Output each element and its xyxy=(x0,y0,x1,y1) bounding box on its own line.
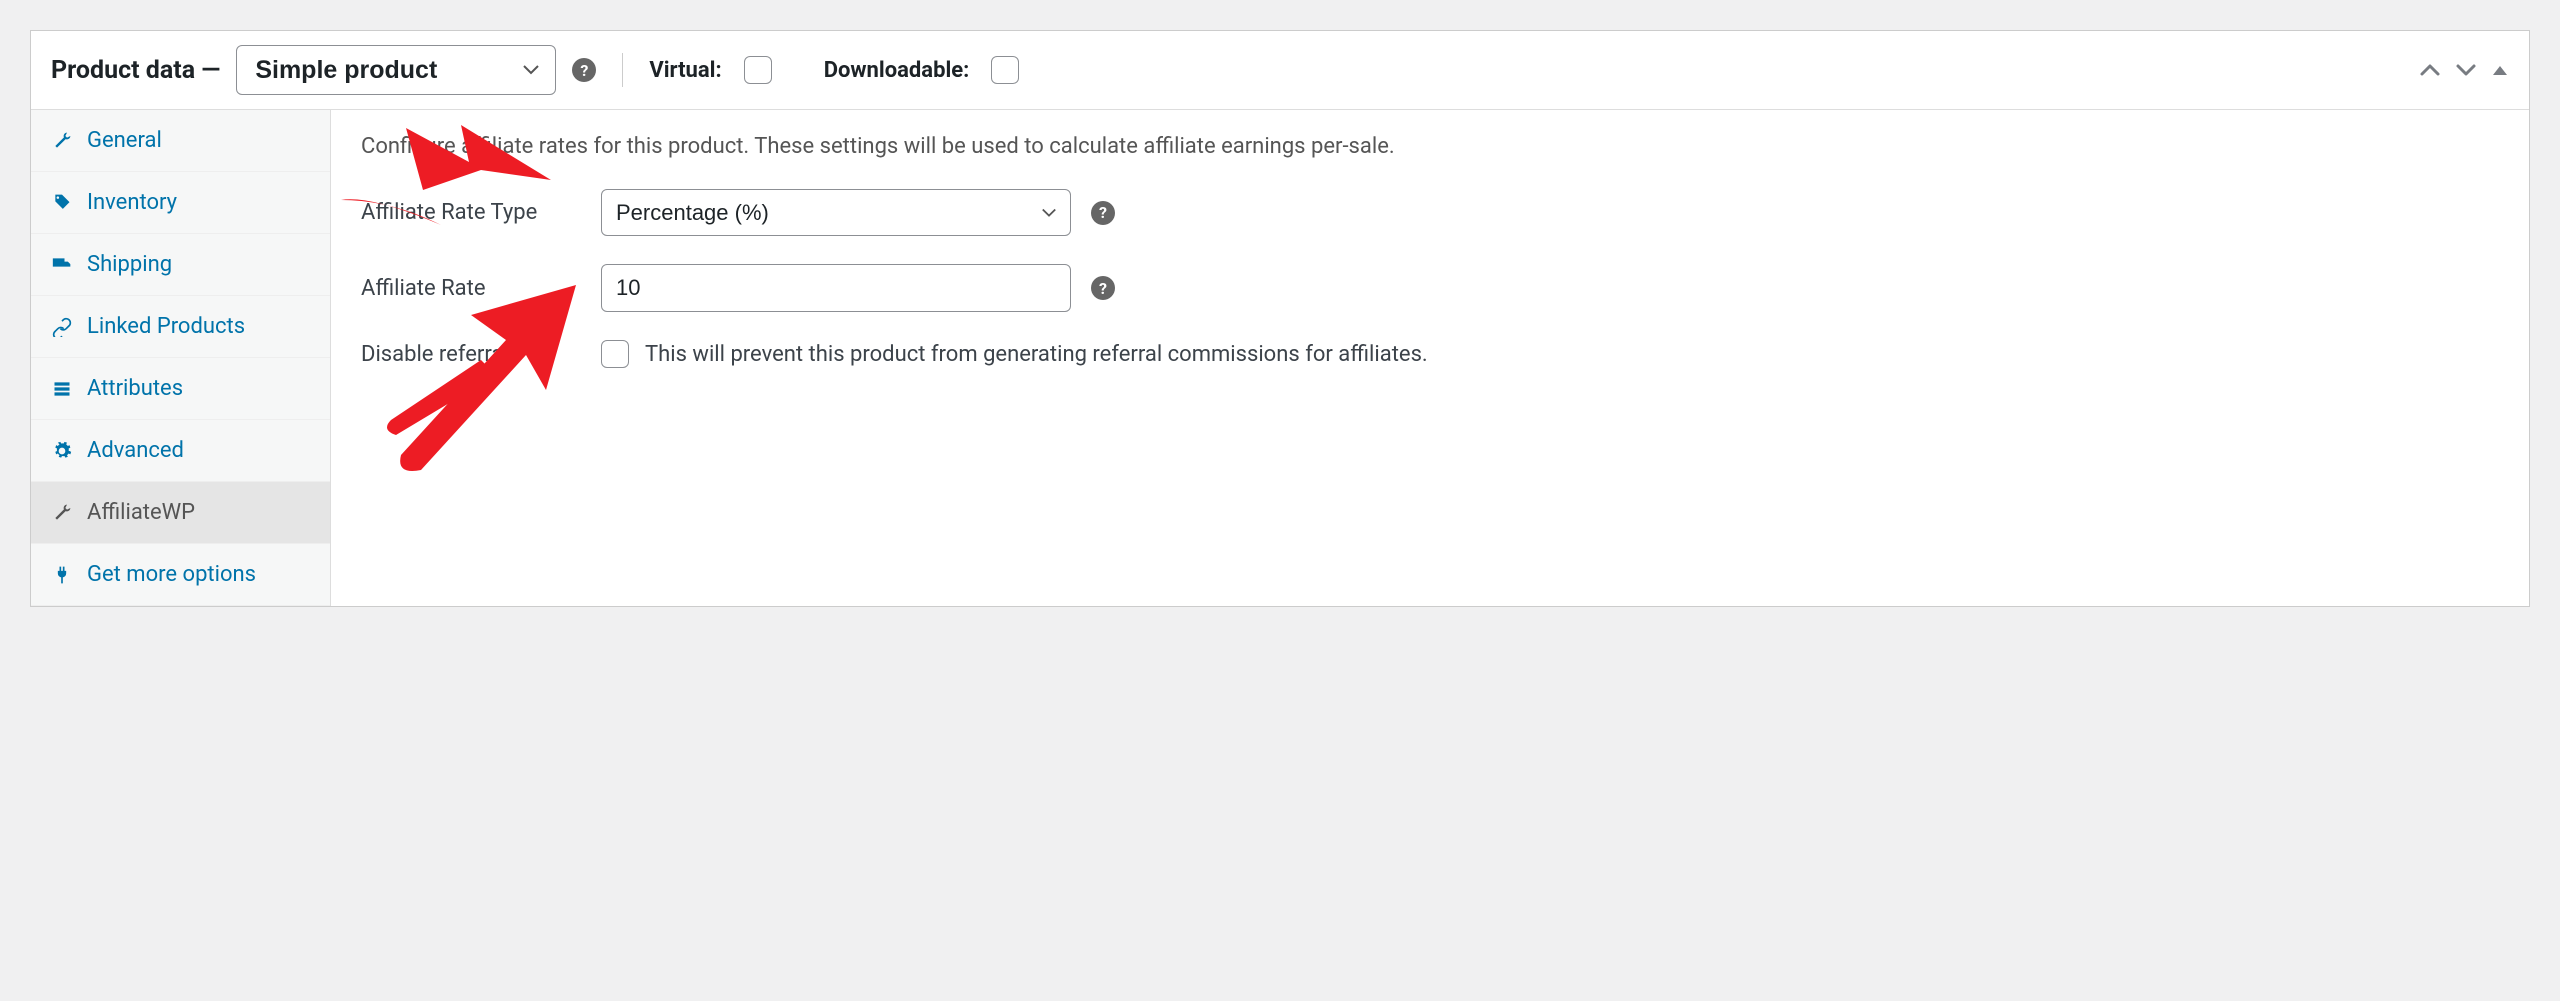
disable-referrals-checkbox[interactable] xyxy=(601,340,629,368)
downloadable-label: Downloadable: xyxy=(824,58,970,83)
list-icon xyxy=(51,378,73,400)
sidebar-item-label: Get more options xyxy=(87,562,256,587)
sidebar-item-get-more[interactable]: Get more options xyxy=(31,544,330,606)
rate-type-select-wrap: Percentage (%) xyxy=(601,189,1071,236)
link-icon xyxy=(51,316,73,338)
product-type-select[interactable]: Simple product xyxy=(236,45,556,95)
rate-type-label: Affiliate Rate Type xyxy=(361,200,581,225)
sidebar-item-advanced[interactable]: Advanced xyxy=(31,420,330,482)
tab-content: Configure affiliate rates for this produ… xyxy=(331,110,2529,606)
product-data-panel: Product data — Simple product ? Virtual:… xyxy=(30,30,2530,607)
sidebar-item-label: Attributes xyxy=(87,376,183,401)
panel-title: Product data — xyxy=(51,56,220,85)
separator xyxy=(622,53,623,87)
sidebar-item-label: Shipping xyxy=(87,252,172,277)
help-icon[interactable]: ? xyxy=(1091,276,1115,300)
sidebar-item-inventory[interactable]: Inventory xyxy=(31,172,330,234)
panel-body: General Inventory Shipping Linked Produc… xyxy=(31,110,2529,606)
gear-icon xyxy=(51,440,73,462)
sidebar-item-label: Inventory xyxy=(87,190,177,215)
product-type-select-wrap: Simple product xyxy=(236,45,556,95)
sidebar-item-label: Advanced xyxy=(87,438,184,463)
sidebar-item-shipping[interactable]: Shipping xyxy=(31,234,330,296)
rate-type-select[interactable]: Percentage (%) xyxy=(601,189,1071,236)
row-disable-referrals: Disable referrals This will prevent this… xyxy=(361,340,2499,368)
help-icon[interactable]: ? xyxy=(1091,201,1115,225)
sidebar-item-label: General xyxy=(87,128,162,153)
content-description: Configure affiliate rates for this produ… xyxy=(361,134,2499,159)
side-tabs: General Inventory Shipping Linked Produc… xyxy=(31,110,331,606)
toggle-panel-icon[interactable] xyxy=(2491,61,2509,79)
sidebar-item-linked-products[interactable]: Linked Products xyxy=(31,296,330,358)
virtual-label: Virtual: xyxy=(649,58,721,83)
disable-label: Disable referrals xyxy=(361,342,581,367)
tag-icon xyxy=(51,192,73,214)
downloadable-checkbox[interactable] xyxy=(991,56,1019,84)
row-rate: Affiliate Rate ? xyxy=(361,264,2499,312)
sidebar-item-general[interactable]: General xyxy=(31,110,330,172)
move-up-icon[interactable] xyxy=(2419,62,2441,78)
panel-controls xyxy=(2419,61,2509,79)
sidebar-item-affiliatewp[interactable]: AffiliateWP xyxy=(31,482,330,544)
sidebar-item-attributes[interactable]: Attributes xyxy=(31,358,330,420)
sidebar-item-label: Linked Products xyxy=(87,314,245,339)
rate-label: Affiliate Rate xyxy=(361,276,581,301)
help-icon[interactable]: ? xyxy=(572,58,596,82)
panel-header: Product data — Simple product ? Virtual:… xyxy=(31,31,2529,110)
rate-input[interactable] xyxy=(601,264,1071,312)
row-rate-type: Affiliate Rate Type Percentage (%) ? xyxy=(361,189,2499,236)
wrench-icon xyxy=(51,502,73,524)
virtual-checkbox[interactable] xyxy=(744,56,772,84)
wrench-icon xyxy=(51,130,73,152)
move-down-icon[interactable] xyxy=(2455,62,2477,78)
truck-icon xyxy=(51,254,73,276)
sidebar-item-label: AffiliateWP xyxy=(87,500,195,525)
plug-icon xyxy=(51,564,73,586)
disable-referrals-desc: This will prevent this product from gene… xyxy=(645,342,1428,367)
